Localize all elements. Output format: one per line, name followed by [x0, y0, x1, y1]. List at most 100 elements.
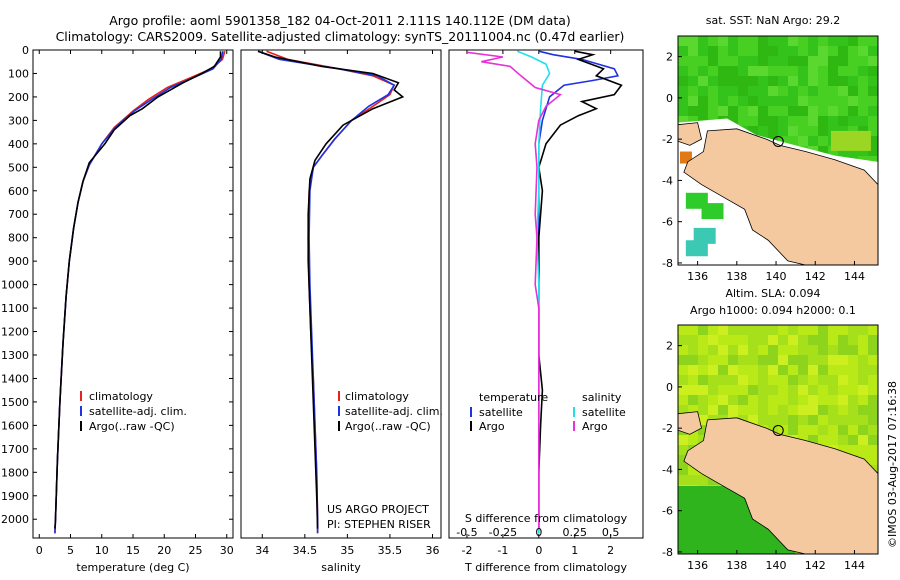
map-cell: [818, 355, 828, 365]
y-tick-label: 2: [666, 51, 673, 64]
map-cell: [838, 375, 848, 385]
map-cell: [748, 56, 758, 66]
map-cell: [858, 56, 868, 66]
map-cell: [778, 56, 788, 66]
map-cell: [738, 36, 748, 46]
map-cell: [798, 56, 808, 66]
map-cell: [848, 445, 858, 455]
map-cell: [678, 116, 688, 126]
map-content: [678, 325, 878, 554]
map-cell: [768, 405, 778, 415]
map-cell: [718, 355, 728, 365]
map-cell: [848, 415, 858, 425]
map-cell: [808, 36, 818, 46]
map-cell: [708, 375, 718, 385]
map-cell: [678, 405, 688, 415]
map-cell: [678, 106, 688, 116]
map-cell: [778, 395, 788, 405]
map-cell: [828, 46, 838, 56]
map-cell: [818, 36, 828, 46]
y-tick-label: -6: [662, 505, 673, 518]
map-cell: [848, 36, 858, 46]
map-cell: [698, 76, 708, 86]
x-tick-label: 20: [157, 544, 171, 557]
map-cell: [818, 76, 828, 86]
map-cell: [788, 86, 798, 96]
x-tick-label: 0: [535, 544, 542, 557]
map-cell: [778, 325, 788, 335]
map-cell: [768, 375, 778, 385]
map-cell: [798, 46, 808, 56]
map-cell: [728, 355, 738, 365]
map-cell: [798, 325, 808, 335]
map-cell: [678, 36, 688, 46]
map-cell: [788, 375, 798, 385]
map-cell: [688, 96, 698, 106]
y-tick-label: 700: [8, 208, 29, 221]
map-cell: [788, 96, 798, 106]
map-cell: [688, 86, 698, 96]
map-cell: [798, 86, 808, 96]
map-cell: [788, 46, 798, 56]
y-tick-label: 1400: [1, 372, 29, 385]
map-cell: [828, 66, 838, 76]
map-cell: [858, 116, 868, 126]
map-cell: [768, 86, 778, 96]
map-cell: [838, 405, 848, 415]
map-cell: [848, 355, 858, 365]
map-cell: [828, 36, 838, 46]
map-cell: [838, 146, 848, 156]
map-cell: [688, 395, 698, 405]
map-cell: [678, 445, 688, 455]
map-cell: [788, 56, 798, 66]
map-cell: [778, 116, 788, 126]
map-cell: [768, 365, 778, 375]
map-cell: [838, 385, 848, 395]
map-cell: [808, 126, 818, 136]
x-tick-label: 136: [687, 270, 708, 283]
map-cell: [858, 106, 868, 116]
map-cell: [698, 395, 708, 405]
map-cell: [748, 355, 758, 365]
map-cell: [738, 325, 748, 335]
map-cell: [768, 325, 778, 335]
map-cell: [738, 46, 748, 56]
map-cell: [728, 375, 738, 385]
map-cell: [808, 136, 818, 146]
map-cell: [798, 335, 808, 345]
map-cell: [868, 355, 878, 365]
map-cell: [758, 116, 768, 126]
map-cell: [848, 86, 858, 96]
map-cell: [788, 365, 798, 375]
map-cell: [858, 395, 868, 405]
map-cell: [868, 136, 878, 146]
map-cell: [788, 405, 798, 415]
map-cell: [838, 46, 848, 56]
sst-patch: [830, 130, 871, 151]
map-cell: [748, 86, 758, 96]
map-cell: [748, 126, 758, 136]
map-cell: [688, 46, 698, 56]
map-cell: [758, 405, 768, 415]
map-cell: [788, 345, 798, 355]
map-cell: [718, 345, 728, 355]
map-cell: [798, 36, 808, 46]
sst-patch: [679, 151, 692, 164]
map-cell: [738, 96, 748, 106]
map-cell: [798, 395, 808, 405]
map-cell: [868, 76, 878, 86]
map-cell: [838, 415, 848, 425]
y-tick-label: 1800: [1, 466, 29, 479]
map-cell: [678, 96, 688, 106]
x-top-tick-label: 0: [535, 526, 542, 539]
map-cell: [828, 106, 838, 116]
map-cell: [678, 325, 688, 335]
y-tick-label: 1100: [1, 302, 29, 315]
map-cell: [858, 335, 868, 345]
map-cell: [838, 345, 848, 355]
map-cell: [808, 66, 818, 76]
map-cell: [808, 96, 818, 106]
map-cell: [788, 76, 798, 86]
map-cell: [838, 445, 848, 455]
map-cell: [828, 405, 838, 415]
